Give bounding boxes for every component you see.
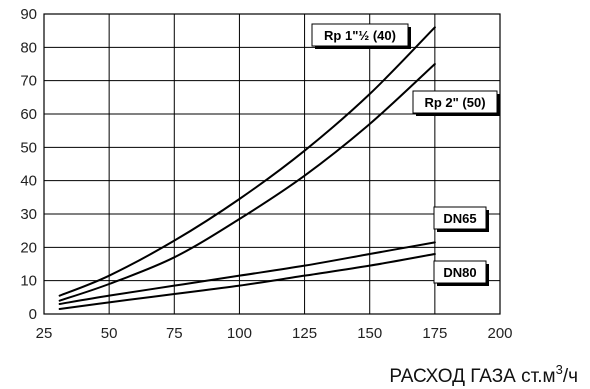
x-tick-label: 200 (487, 325, 512, 342)
label-frame (412, 90, 498, 114)
series-rp-1-1-2-40-label-box: Rp 1"½ (40) (311, 23, 411, 49)
series-labels: Rp 1"½ (40) Rp 2" (50) DN65 DN80 (311, 23, 500, 286)
series-dn80-line (58, 253, 436, 310)
y-tick-label: 40 (20, 173, 37, 190)
axis-tick-labels: 25 50 75 100 125 150 175 200 0 10 20 30 40 50 60 70 80 90 (20, 6, 512, 342)
y-tick-label: 60 (20, 106, 37, 123)
series-dn80-label-box: DN80 (433, 260, 489, 286)
y-tick-label: 0 (29, 306, 37, 323)
x-tick-label: 100 (227, 325, 252, 342)
x-axis-title-unit: /ч (563, 366, 578, 387)
y-tick-label: 20 (20, 239, 37, 256)
series-dn65-label: DN65 (443, 211, 476, 226)
series-rp-2-50-label: Rp 2" (50) (424, 95, 485, 110)
label-frame (311, 23, 409, 47)
series-lines (58, 26, 436, 310)
x-tick-label: 50 (101, 325, 118, 342)
label-frame (433, 206, 487, 230)
series-rp-2-50-label-box: Rp 2" (50) (412, 90, 500, 116)
plot-frame (43, 13, 501, 315)
label-frame (433, 260, 487, 284)
plot-background (44, 14, 500, 314)
x-tick-label: 175 (422, 325, 447, 342)
series-dn65-line (58, 241, 436, 305)
x-tick-label: 125 (292, 325, 317, 342)
series-dn80-label: DN80 (443, 265, 476, 280)
y-tick-label: 10 (20, 273, 37, 290)
series-rp-1-1-2-40-label: Rp 1"½ (40) (324, 28, 396, 43)
x-tick-label: 150 (357, 325, 382, 342)
y-tick-label: 30 (20, 206, 37, 223)
x-tick-label: 25 (36, 325, 53, 342)
x-tick-label: 75 (166, 325, 183, 342)
series-rp-1-1-2-40-line (58, 26, 436, 297)
y-tick-label: 70 (20, 73, 37, 90)
y-tick-label: 80 (20, 39, 37, 56)
series-rp-2-50-line (58, 63, 436, 302)
y-tick-label: 50 (20, 139, 37, 156)
series-dn65-label-box: DN65 (433, 206, 489, 232)
y-tick-label: 90 (20, 6, 37, 23)
x-axis-title: РАСХОД ГАЗА ст.м3/ч (389, 362, 578, 387)
x-axis-title-superscript: 3 (556, 362, 563, 377)
x-axis-title-main: РАСХОД ГАЗА ст.м (389, 366, 555, 387)
